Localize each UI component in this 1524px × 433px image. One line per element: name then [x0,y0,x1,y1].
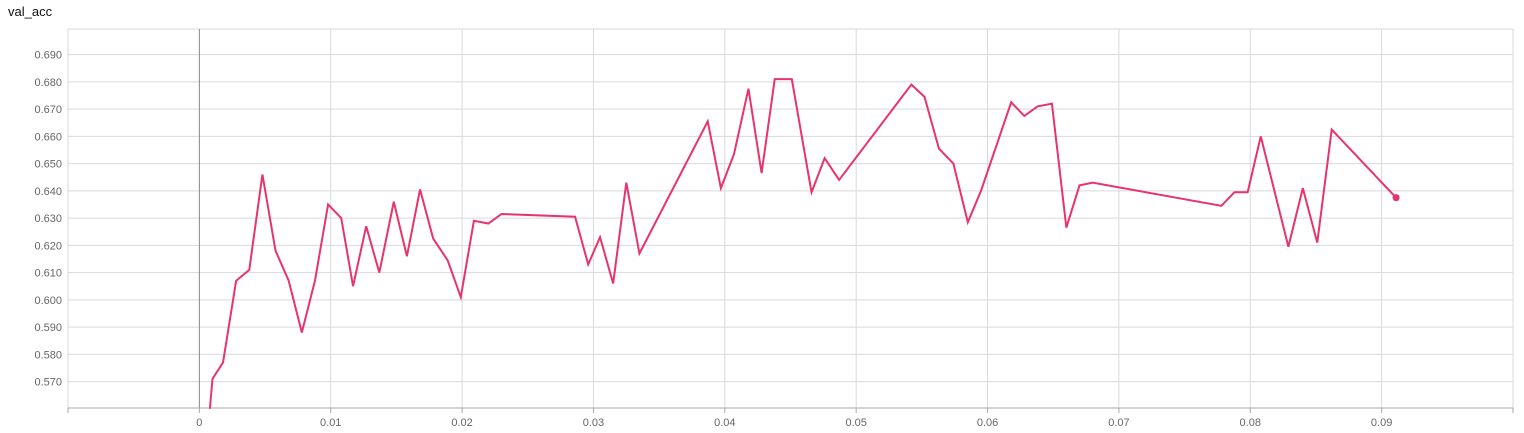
y-tick-label: 0.580 [34,349,62,361]
y-tick-label: 0.590 [34,322,62,334]
y-tick-label: 0.650 [34,159,62,171]
series-layer [208,78,1400,409]
x-tick-label: 0.07 [1108,417,1129,429]
y-tick-label: 0.640 [34,186,62,198]
x-tick-label: 0.06 [977,417,998,429]
y-tick-label: 0.660 [34,131,62,143]
y-tick-label: 0.610 [34,268,62,280]
x-tick-label: 0.01 [320,417,341,429]
series-line [208,78,1397,409]
x-tick-label: 0.05 [845,417,866,429]
x-tick-label: 0.08 [1240,417,1261,429]
x-tick-label: 0 [196,417,202,429]
x-tick-label: 0.03 [583,417,604,429]
y-tick-label: 0.600 [34,295,62,307]
y-tick-label: 0.630 [34,213,62,225]
x-tick-label: 0.09 [1371,417,1392,429]
y-tick-label: 0.570 [34,377,62,389]
y-tick-label: 0.680 [34,77,62,89]
chart-title: val_acc [8,4,53,19]
axis-layer: 0.570 0.580 0.590 0.600 0.610 0.620 0.630 0.640… [34,50,1514,429]
y-tick-label: 0.670 [34,104,62,116]
x-tick-label: 0.04 [714,417,735,429]
x-tick-label: 0.02 [451,417,472,429]
y-tick-label: 0.690 [34,50,62,62]
y-tick-label: 0.620 [34,240,62,252]
series-last-point-marker[interactable] [1392,194,1400,202]
grid-layer [67,28,1514,408]
